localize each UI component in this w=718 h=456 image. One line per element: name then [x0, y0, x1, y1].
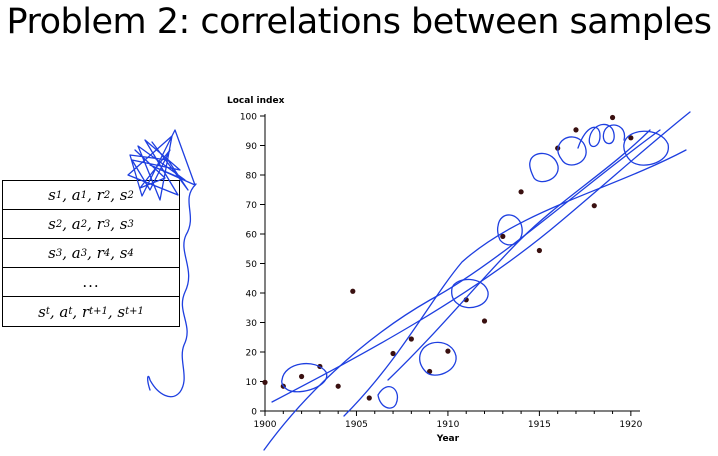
- data-point: [335, 383, 341, 389]
- data-point: [573, 127, 579, 133]
- data-point: [390, 350, 396, 357]
- data-point: [262, 379, 268, 385]
- y-tick-label-60: 60: [246, 231, 258, 241]
- data-point: [518, 189, 524, 195]
- data-point: [427, 368, 433, 375]
- x-tick-label-1905: 1905: [345, 420, 368, 430]
- data-point: [609, 114, 616, 121]
- y-tick-label-80: 80: [246, 172, 258, 182]
- x-tick-label-1900: 1900: [254, 420, 277, 430]
- data-point: [408, 336, 414, 342]
- x-tick-label-1920: 1920: [619, 420, 642, 430]
- data-point: [591, 203, 597, 209]
- scatter-chart: 0 10 20 30 40 50 60 70 80 90 100 1900 1905 1910 1915 19…: [227, 96, 643, 444]
- y-tick-label-100: 100: [240, 113, 257, 123]
- data-point: [366, 395, 372, 401]
- y-tick-label-30: 30: [246, 319, 258, 329]
- data-point: [445, 348, 451, 354]
- data-point: [317, 363, 323, 370]
- data-point: [463, 297, 469, 303]
- data-point: [280, 383, 286, 389]
- data-point: [500, 233, 506, 239]
- y-tick-label-40: 40: [246, 290, 258, 300]
- y-tick-label-0: 0: [251, 408, 257, 418]
- x-tick-label-1915: 1915: [528, 420, 551, 430]
- x-axis-label: Year: [436, 434, 460, 444]
- data-point: [481, 318, 488, 324]
- slide-title: Problem 2: correlations between samples: [6, 2, 712, 42]
- data-point: [628, 135, 634, 141]
- y-tick-label-50: 50: [246, 260, 258, 270]
- sample-row-4: ...: [3, 268, 179, 297]
- y-tick-label-70: 70: [246, 201, 258, 211]
- y-tick-label-90: 90: [246, 142, 258, 152]
- data-point: [536, 247, 542, 254]
- data-point: [298, 373, 305, 380]
- data-point: [555, 145, 561, 151]
- y-tick-label-20: 20: [246, 349, 258, 359]
- x-tick-label-1910: 1910: [436, 420, 459, 430]
- y-axis-label: Local index: [227, 96, 285, 106]
- y-tick-label-10: 10: [246, 378, 258, 388]
- data-point: [350, 288, 356, 294]
